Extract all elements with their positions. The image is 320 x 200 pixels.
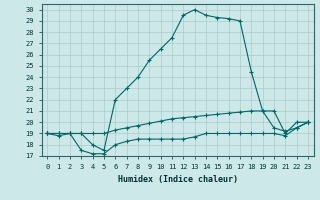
X-axis label: Humidex (Indice chaleur): Humidex (Indice chaleur)	[118, 175, 237, 184]
